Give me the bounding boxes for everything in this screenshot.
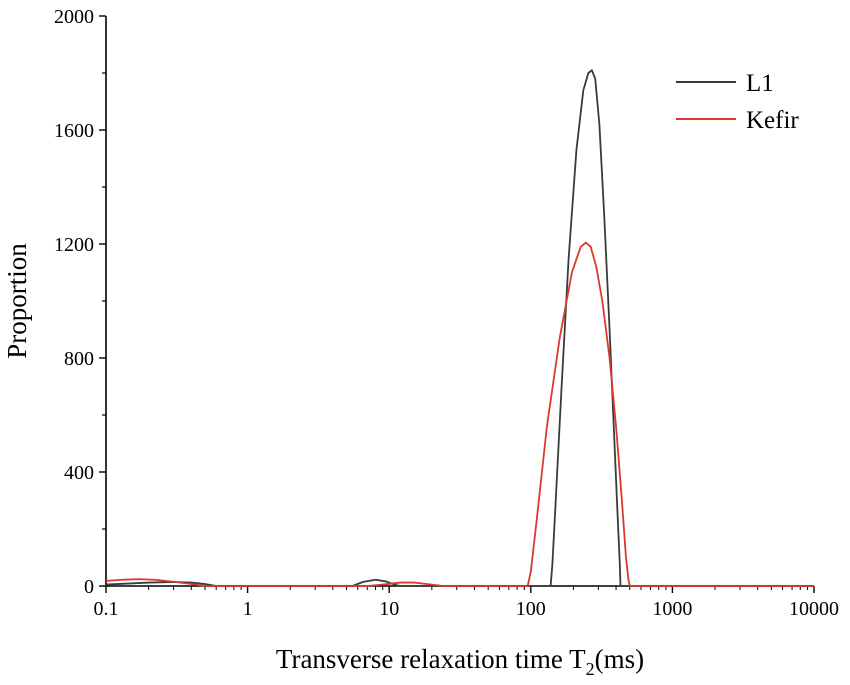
legend-label-l1: L1 — [746, 70, 774, 97]
y-axis-title: Proportion — [2, 243, 32, 359]
y-tick-label: 400 — [64, 462, 94, 484]
x-tick-label: 100 — [516, 598, 546, 620]
x-tick-label: 10 — [379, 598, 399, 620]
x-ticks: 0.1 1 10 100 1000 10000 — [94, 586, 839, 620]
y-tick-label: 2000 — [54, 6, 94, 28]
y-tick-label: 1200 — [54, 234, 94, 256]
x-axis-title: Transverse relaxation time T2(ms) — [276, 644, 644, 679]
x-axis-title-subscript: 2 — [586, 659, 595, 679]
series-layer — [105, 69, 814, 587]
y-tick-label: 1600 — [54, 120, 94, 142]
y-ticks: 0 400 800 1200 1600 2000 — [54, 6, 106, 598]
y-tick-label: 800 — [64, 348, 94, 370]
x-tick-label: 1000 — [652, 598, 692, 620]
x-tick-label: 1 — [243, 598, 253, 620]
x-tick-label: 0.1 — [94, 598, 119, 620]
y-tick-label: 0 — [84, 576, 94, 598]
legend-label-kefir: Kefir — [746, 107, 799, 134]
x-axis-title-main: Transverse relaxation time T — [276, 644, 586, 674]
legend: L1 Kefir — [676, 70, 799, 134]
series-line-kefir — [105, 241, 814, 587]
series-line-l1 — [105, 69, 814, 587]
x-tick-label: 10000 — [789, 598, 839, 620]
x-axis-title-unit: (ms) — [595, 644, 645, 674]
